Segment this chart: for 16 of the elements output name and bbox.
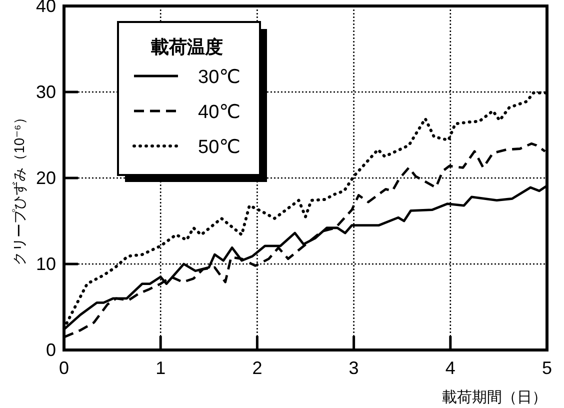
x-tick-label: 0: [58, 358, 70, 378]
legend-label: 30℃: [198, 67, 240, 88]
y-tick-label: 10: [36, 254, 56, 274]
legend-title: 載荷温度: [150, 37, 223, 57]
y-tick-label: 0: [46, 340, 56, 360]
x-tick-label: 4: [445, 358, 456, 378]
y-tick-label: 30: [36, 82, 56, 102]
legend-label: 50℃: [198, 137, 240, 158]
x-tick-label: 1: [156, 358, 166, 378]
y-tick-label: 20: [36, 168, 56, 188]
x-tick-label: 3: [348, 358, 359, 378]
x-tick-label: 5: [542, 358, 552, 378]
x-axis-title: 載荷期間（日）: [442, 389, 547, 406]
x-tick-label: 2: [252, 358, 262, 378]
legend-label: 40℃: [198, 102, 240, 123]
y-axis-title: クリープひずみ（10⁻⁶）: [11, 110, 27, 266]
